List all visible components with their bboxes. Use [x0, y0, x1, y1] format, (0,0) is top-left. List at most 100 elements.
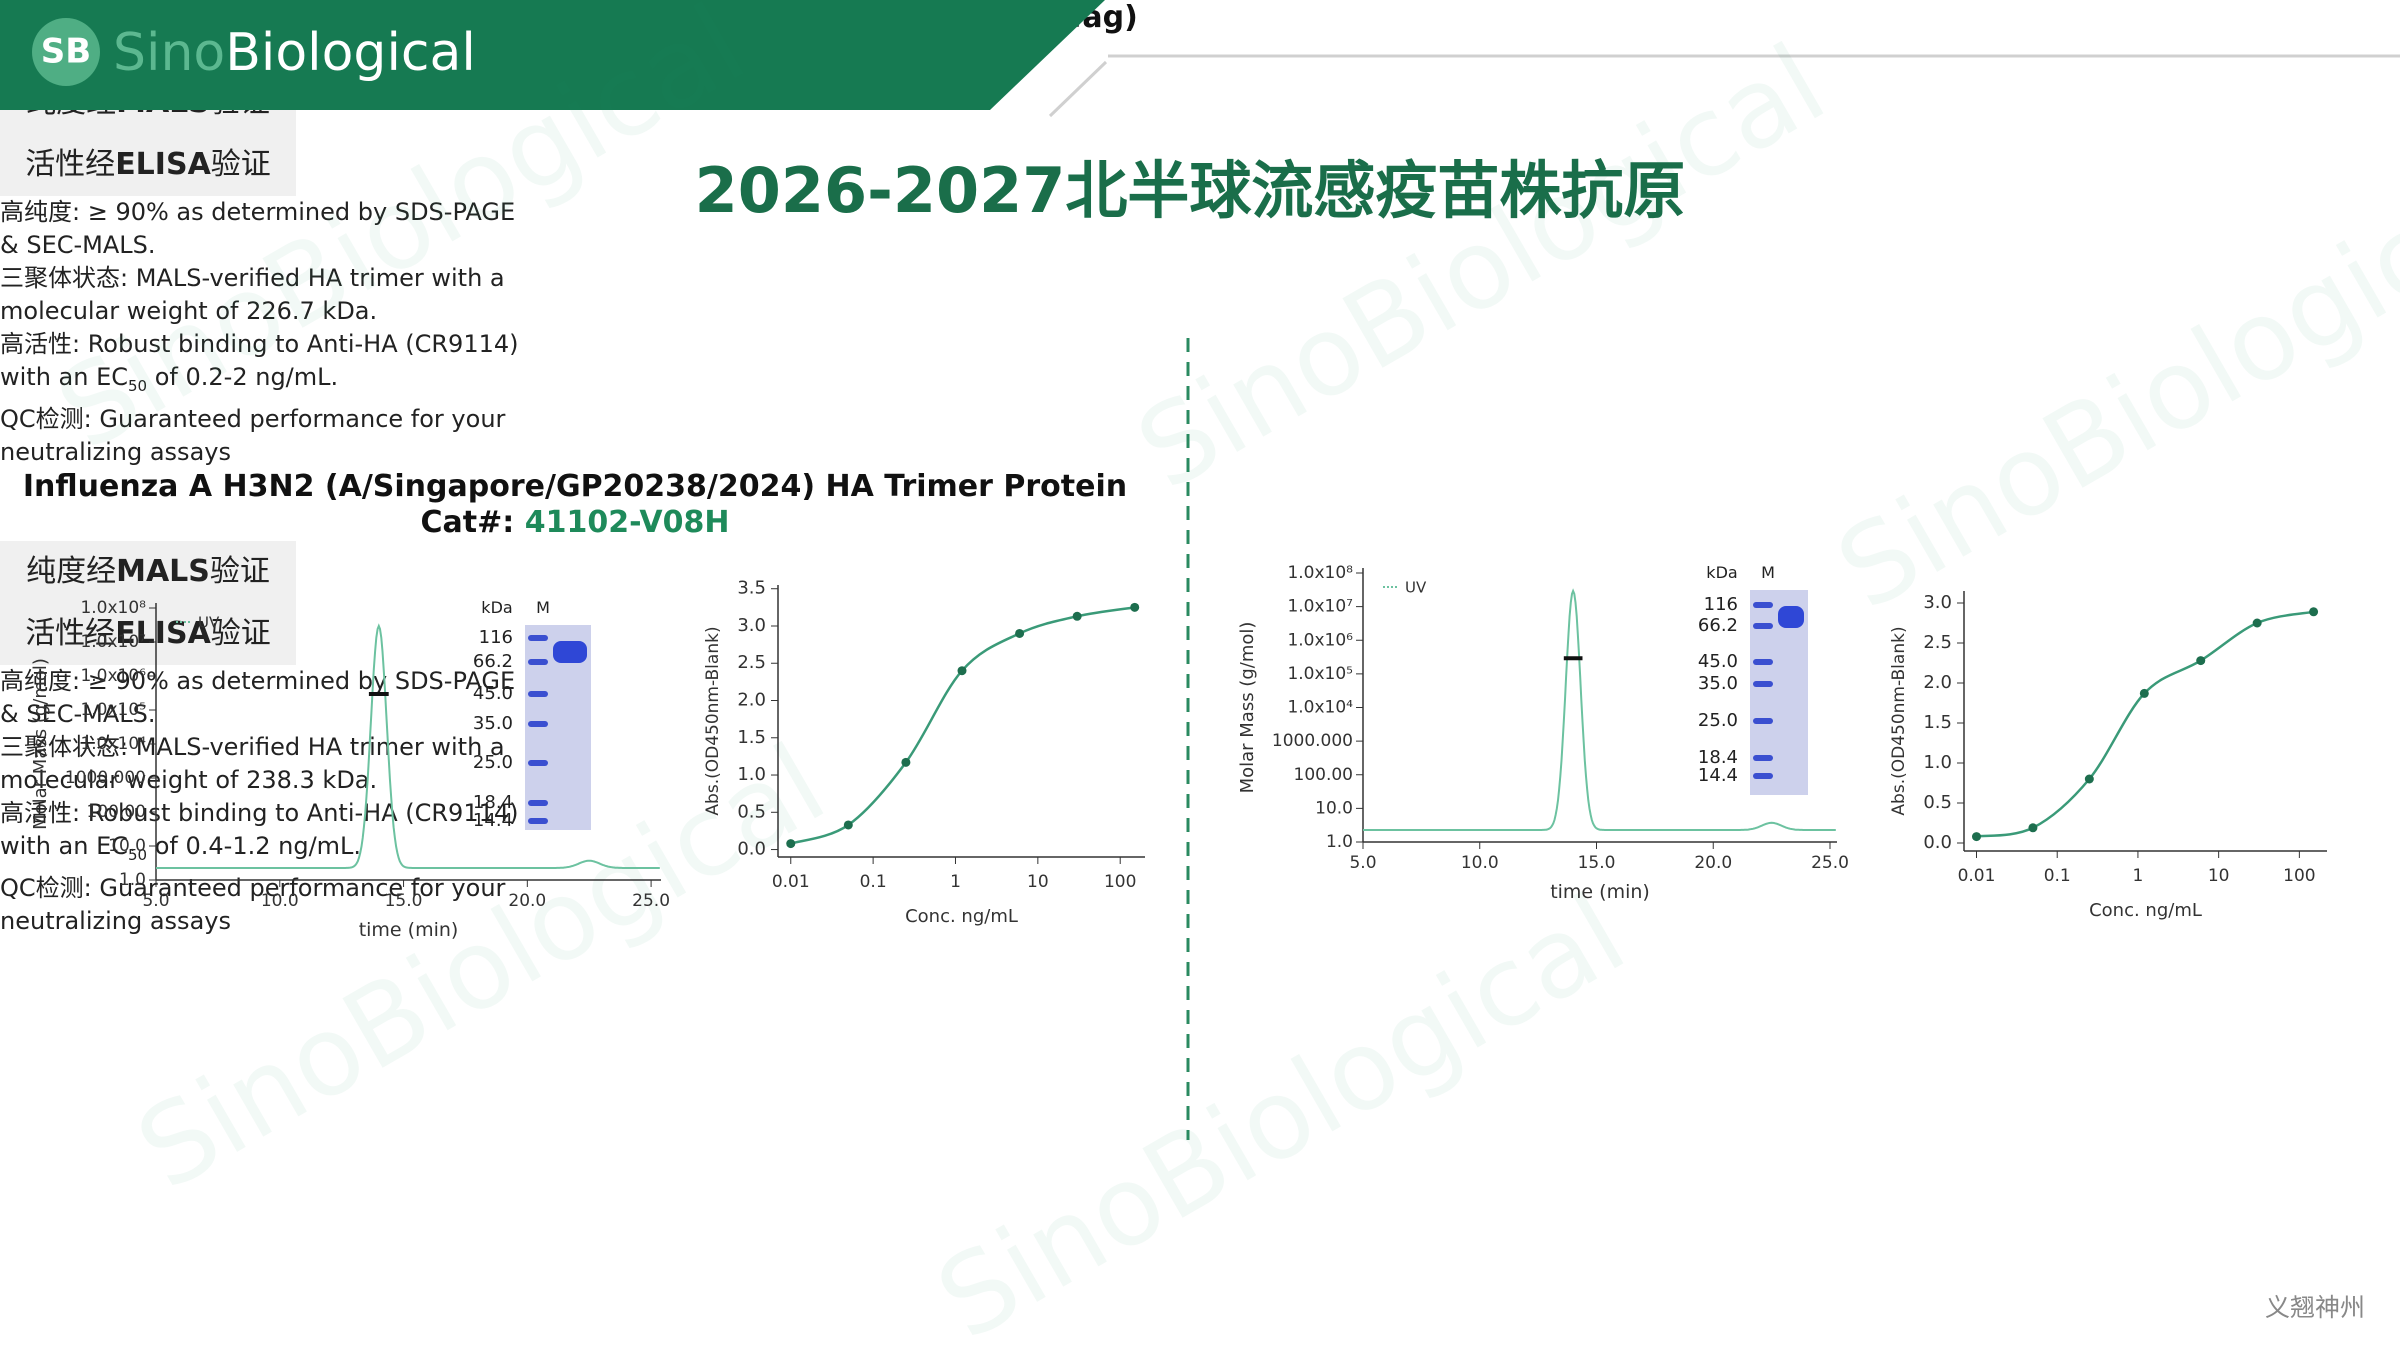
cat-number: 41102-V08H — [524, 504, 730, 540]
y-tick-label: 100.00 — [1294, 765, 1353, 785]
gel-marker-label: 116 — [1704, 594, 1738, 615]
x-tick-label: 25.0 — [632, 891, 670, 911]
description: 高纯度: ≥ 90% as determined by SDS-PAGE & S… — [0, 196, 520, 328]
gel-marker-label: 14.4 — [473, 810, 513, 831]
trimer-text: 三聚体状态: MALS-verified HA trimer with a mo… — [0, 732, 505, 794]
x-tick-label: 0.01 — [772, 872, 810, 892]
gel-marker-label: 66.2 — [1698, 615, 1738, 636]
x-tick-label: 5.0 — [1349, 853, 1376, 873]
label-text: 验证 — [210, 147, 271, 182]
y-tick-label: 1.0x10⁸ — [80, 598, 146, 618]
logo-initials: SB — [41, 32, 91, 72]
x-tick-label: 0.1 — [2044, 866, 2071, 886]
gel-marker-label: 25.0 — [473, 752, 513, 773]
logo-text: SinoBiological — [113, 23, 476, 83]
uv-trace — [156, 623, 660, 869]
label-text: 验证 — [210, 615, 271, 651]
uv-trace — [1363, 588, 1836, 831]
data-point — [2084, 774, 2094, 784]
y-tick-label: 1.0x10⁸ — [1287, 563, 1353, 583]
qc-text: QC检测: Guaranteed performance for your ne… — [0, 873, 506, 935]
activity-post: of 0.4-1.2 ng/mL. — [147, 831, 362, 860]
gel-marker-band — [528, 721, 548, 727]
fit-curve — [1976, 610, 2314, 838]
data-point — [2196, 656, 2206, 666]
label-text: 纯度经 — [26, 553, 117, 589]
y-tick-label: 0.5 — [737, 801, 766, 822]
header-rule — [1048, 60, 1108, 118]
activity-post: of 0.2-2 ng/mL. — [147, 363, 339, 391]
x-tick-label: 25.0 — [1811, 853, 1849, 873]
x-tick-label: 15.0 — [385, 891, 423, 911]
gel-marker-band — [528, 691, 548, 697]
y-tick-label: 1000.000 — [1272, 731, 1353, 751]
y-tick-label: 2.0 — [1923, 672, 1952, 693]
x-axis-label: time (min) — [1550, 881, 1650, 903]
y-tick-label: 10.0 — [1315, 798, 1353, 818]
gel-marker-band — [528, 760, 548, 766]
y-tick-label: 1.0 — [119, 870, 146, 890]
data-point — [957, 666, 967, 676]
logo-strong: Biological — [225, 23, 476, 83]
label-bold: ELISA — [115, 147, 211, 182]
x-axis-label: Conc. ng/mL — [905, 906, 1018, 927]
cat-line: Cat#: 41102-V08H — [0, 505, 1150, 541]
x-axis-label: time (min) — [359, 919, 459, 941]
gel-marker-label: 14.4 — [1698, 765, 1738, 786]
y-tick-label: 1.0x10⁷ — [80, 632, 146, 652]
watermark: SinoBiological — [1117, 20, 1846, 515]
trimer-text: 三聚体状态: MALS-verified HA trimer with a mo… — [0, 264, 505, 325]
label-text: 活性经 — [25, 615, 116, 651]
activity-text: 高活性: Robust binding to Anti-HA (CR9114) … — [0, 797, 520, 872]
watermark: SinoBiological — [917, 870, 1646, 1350]
y-tick-label: 3.5 — [737, 578, 766, 599]
gel-marker-label: 45.0 — [1698, 651, 1738, 672]
y-axis-label: Abs.(OD450nm-Blank) — [703, 626, 723, 815]
x-tick-label: 100 — [1104, 872, 1136, 892]
y-tick-label: 1.0x10⁶ — [1287, 630, 1353, 650]
logo-faded: Sino — [113, 23, 225, 83]
x-tick-label: 0.01 — [1958, 866, 1996, 886]
y-axis-label: Abs.(OD450nm-Blank) — [1889, 626, 1909, 815]
gel-marker-label: 66.2 — [473, 651, 513, 672]
y-axis-label: Molar Mass (g/mol) — [30, 658, 51, 830]
footer: 义翘神州 — [2264, 1293, 2365, 1322]
data-point — [1130, 602, 1140, 612]
gel-marker-label: 45.0 — [473, 683, 513, 704]
y-tick-label: 3.0 — [737, 615, 766, 636]
y-tick-label: 1.5 — [1923, 712, 1952, 733]
description: 高活性: Robust binding to Anti-HA (CR9114) … — [0, 797, 520, 938]
purity-text: 高纯度: ≥ 90% as determined by SDS-PAGE & S… — [0, 666, 516, 728]
gel-marker-band — [1753, 602, 1773, 608]
x-axis-label: Conc. ng/mL — [2089, 900, 2202, 921]
data-point — [2309, 607, 2319, 617]
x-tick-label: 15.0 — [1578, 853, 1616, 873]
data-point — [843, 820, 853, 830]
gel-marker-band — [528, 818, 548, 824]
gel-marker-label: 116 — [479, 627, 513, 648]
gel-marker-band — [1753, 718, 1773, 724]
y-tick-label: 1.0 — [1326, 832, 1353, 852]
gel-unit: kDa — [1706, 563, 1737, 582]
activity-text: 高活性: Robust binding to Anti-HA (CR9114) … — [0, 328, 520, 403]
method-label: 活性经ELISA验证 — [0, 134, 296, 196]
gel-unit: kDa — [481, 598, 512, 617]
gel-marker-label: 35.0 — [1698, 673, 1738, 694]
label-bold: ELISA — [115, 615, 211, 651]
y-tick-label: 1.0x10⁶ — [80, 666, 146, 686]
x-tick-label: 10 — [1027, 872, 1049, 892]
activity-pre: 高活性: Robust binding to Anti-HA (CR9114) … — [0, 330, 519, 391]
logo-mark — [32, 18, 100, 86]
y-tick-label: 2.0 — [737, 690, 766, 711]
y-tick-label: 1.0x10⁵ — [80, 700, 146, 720]
product-title: Influenza A H3N2 (A/Singapore/GP20238/20… — [0, 469, 1150, 541]
gel-marker-band — [1753, 659, 1773, 665]
x-tick-label: 10 — [2208, 866, 2230, 886]
data-point — [786, 839, 796, 849]
y-tick-label: 1.5 — [737, 727, 766, 748]
x-tick-label: 10.0 — [261, 891, 299, 911]
fit-curve — [790, 606, 1135, 845]
method-label: 纯度经MALS验证 — [0, 540, 296, 603]
